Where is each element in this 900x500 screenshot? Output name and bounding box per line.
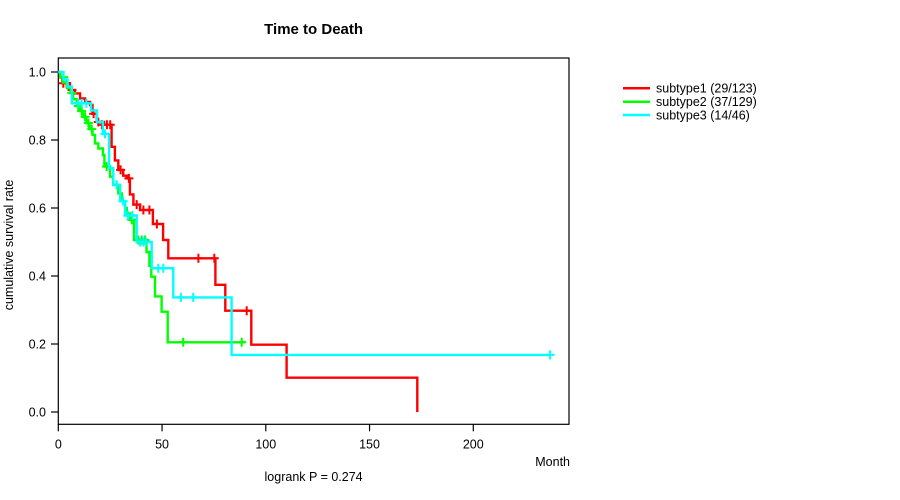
- x-axis-ticks: 0 50 100 150 200: [55, 424, 484, 452]
- curve-subtype2: [58, 70, 246, 344]
- censor-marks-subtype3: [73, 98, 555, 360]
- series-curves: [58, 70, 555, 412]
- x-tick-label: 150: [359, 438, 380, 452]
- legend: subtype1 (29/123) subtype2 (37/129) subt…: [623, 82, 757, 122]
- x-axis-label: Month: [535, 455, 570, 469]
- x-tick-label: 100: [255, 438, 276, 452]
- y-tick-label: 0.6: [29, 201, 46, 215]
- x-tick-label: 200: [463, 438, 484, 452]
- logrank-annotation: logrank P = 0.274: [265, 470, 363, 484]
- y-tick-label: 0.8: [29, 133, 46, 147]
- legend-label-subtype2: subtype2 (37/129): [656, 95, 757, 109]
- y-axis-ticks: 0.0 0.2 0.4 0.6 0.8 1.0: [29, 65, 59, 419]
- y-tick-label: 0.2: [29, 337, 46, 351]
- x-tick-label: 50: [155, 438, 169, 452]
- legend-label-subtype3: subtype3 (14/46): [656, 108, 750, 122]
- plot-area-border: [57, 57, 570, 425]
- x-tick-label: 0: [55, 438, 62, 452]
- curve-subtype1: [58, 70, 419, 412]
- y-tick-label: 0.4: [29, 269, 46, 283]
- chart-title: Time to Death: [264, 21, 363, 38]
- legend-label-subtype1: subtype1 (29/123): [656, 82, 757, 96]
- y-tick-label: 1.0: [29, 65, 46, 79]
- y-axis-label: cumulative survival rate: [2, 180, 16, 311]
- y-tick-label: 0.0: [29, 405, 46, 419]
